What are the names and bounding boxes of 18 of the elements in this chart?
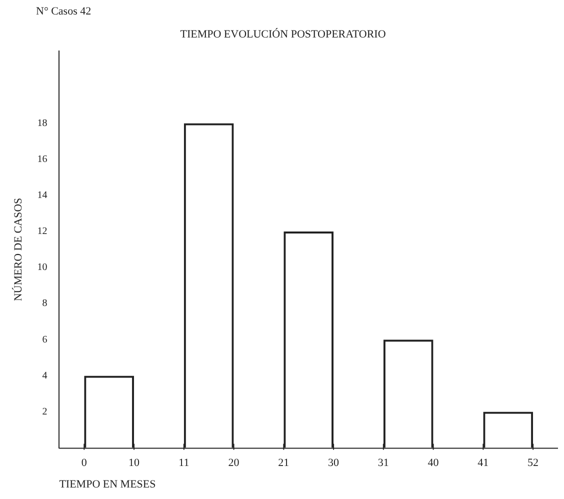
category-label: 31 40 xyxy=(378,457,439,470)
y-tick-label: 18 xyxy=(37,118,48,129)
y-tick-label: 2 xyxy=(42,406,48,418)
y-tick-label: 6 xyxy=(42,334,48,346)
y-tick-label: 4 xyxy=(42,370,48,382)
y-tick-label: 8 xyxy=(42,298,48,310)
y-tick-label: 12 xyxy=(37,226,48,238)
y-tick-label: 10 xyxy=(37,262,48,274)
text: N° Casos 42 xyxy=(36,5,92,18)
y-axis-title: NÚMERO DE CASOS xyxy=(11,198,24,302)
category-label: 11 20 xyxy=(178,457,240,470)
category-label: 41 52 xyxy=(478,457,539,470)
x-axis-title: TIEMPO EN MESES xyxy=(59,478,156,490)
category-label: 21 30 xyxy=(278,457,340,470)
y-tick-label: 16 xyxy=(37,154,48,165)
chart-title: TIEMPO EVOLUCIÓN POSTOPERATORIO xyxy=(180,27,386,40)
category-label: 0 10 xyxy=(81,457,140,470)
y-tick-label: 14 xyxy=(37,190,48,202)
